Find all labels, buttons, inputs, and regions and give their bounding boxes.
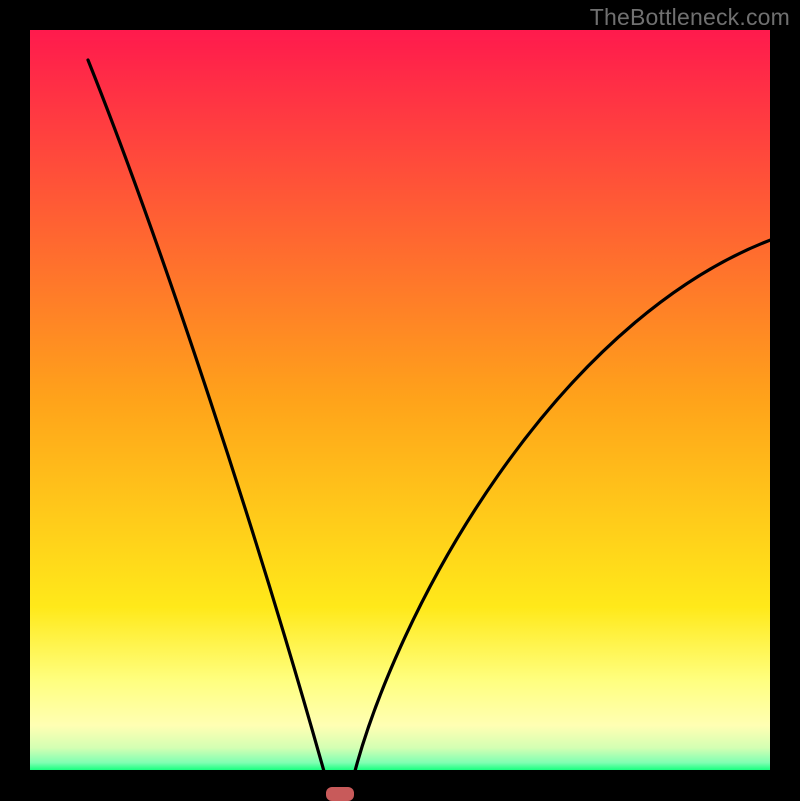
optimal-marker bbox=[326, 787, 354, 801]
curve-left-segment bbox=[88, 60, 332, 800]
bottleneck-curve bbox=[30, 30, 770, 770]
watermark-text: TheBottleneck.com bbox=[590, 4, 790, 31]
bottleneck-chart: TheBottleneck.com bbox=[0, 0, 800, 800]
curve-right-segment bbox=[348, 230, 800, 800]
plot-area bbox=[30, 30, 770, 770]
